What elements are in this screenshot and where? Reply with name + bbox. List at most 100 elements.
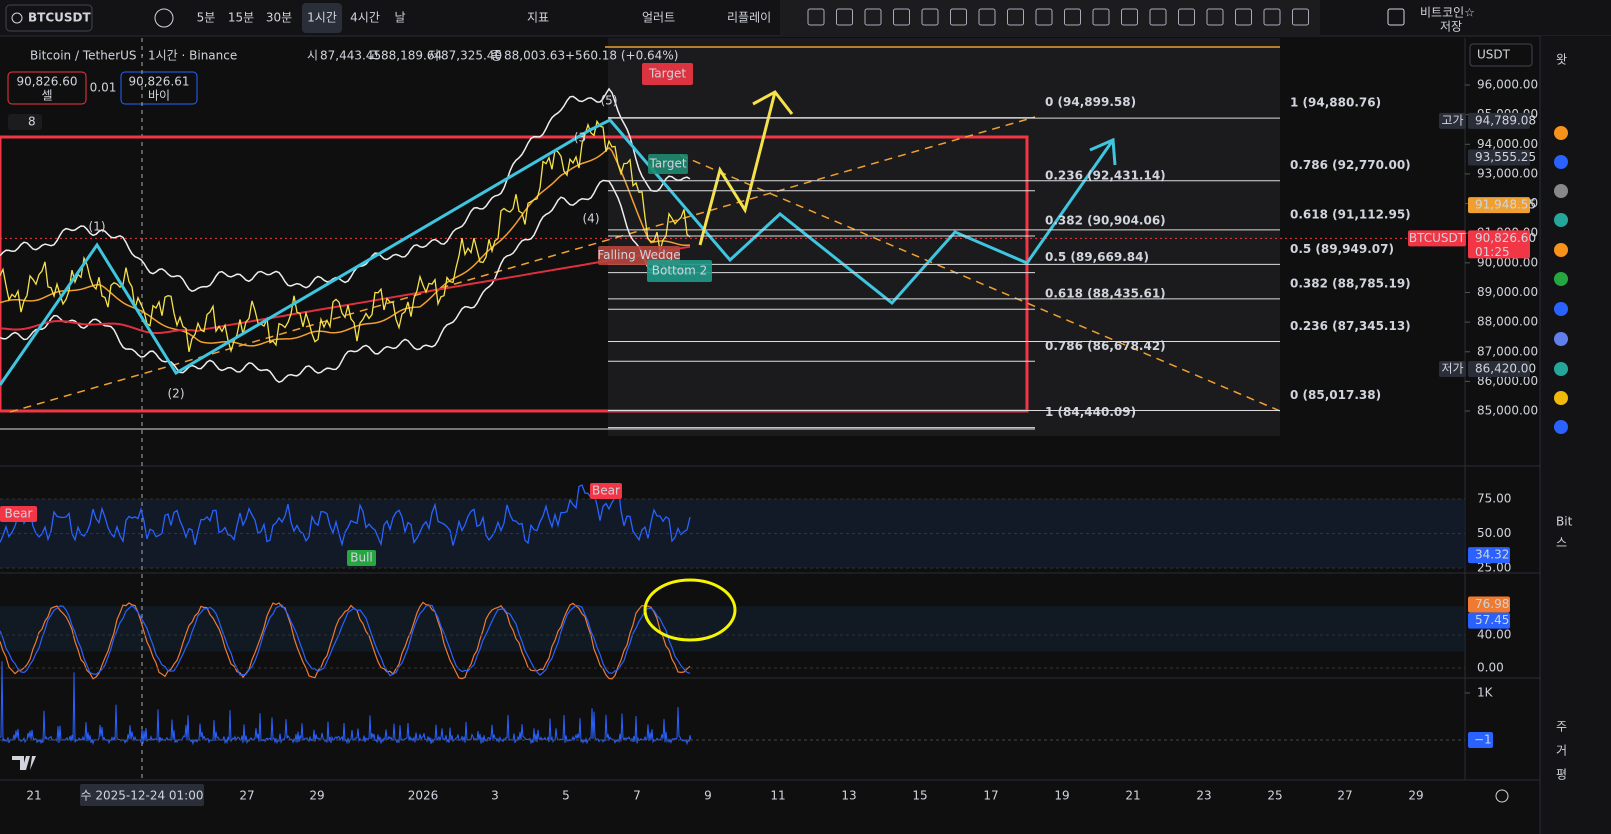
- ohlc-value: 88,189.64: [381, 49, 442, 63]
- time-label: 11: [770, 789, 785, 803]
- time-label: 19: [1054, 789, 1069, 803]
- time-label: 25: [1267, 789, 1282, 803]
- ohlc-label: 저: [428, 49, 439, 63]
- drawing-toolbar: [780, 0, 1320, 36]
- time-label: 21: [26, 789, 41, 803]
- volume-line: [0, 661, 692, 746]
- watchlist-icon[interactable]: [1554, 332, 1568, 346]
- fib-label: 0 (85,017.38): [1290, 388, 1381, 402]
- stoch-band: [0, 606, 1465, 652]
- watchlist-icon[interactable]: [1554, 213, 1568, 227]
- layout-name[interactable]: 비트코인☆: [1420, 6, 1475, 20]
- interval[interactable]: 15분: [228, 11, 254, 25]
- watchlist-icon[interactable]: [1554, 126, 1568, 140]
- signal-box: [347, 550, 376, 566]
- fib-label: 0.786 (92,770.00): [1290, 158, 1411, 172]
- chart-title: Bitcoin / TetherUS · 1시간 · Binance: [30, 49, 237, 63]
- currency[interactable]: USDT: [1477, 48, 1511, 62]
- interval[interactable]: 4시간: [350, 11, 380, 25]
- sidebar-text: 평: [1556, 768, 1567, 782]
- fib-label: 0.236 (87,345.13): [1290, 319, 1411, 333]
- fib-zone: [608, 38, 1280, 436]
- price-badge: [1468, 197, 1530, 214]
- interval[interactable]: 1시간: [307, 11, 337, 25]
- symbol-box: [5, 4, 93, 32]
- time-label: 21: [1125, 789, 1140, 803]
- rsi-tick-label: 75.00: [1477, 492, 1511, 506]
- ohlc-label: 종: [491, 49, 502, 63]
- time-label: 27: [1337, 789, 1352, 803]
- fib-label: 0.382 (90,904.06): [1045, 214, 1166, 228]
- sell-label: 셀: [41, 89, 52, 103]
- drawing-tool: [807, 8, 825, 26]
- arrow-head: [1089, 137, 1117, 166]
- signal-box: [0, 506, 37, 522]
- watchlist-icon[interactable]: [1554, 272, 1568, 286]
- price-badge-label: 94,789.08: [1475, 113, 1536, 127]
- annotation: Falling Wedge: [597, 248, 680, 262]
- stoch-badge: [1468, 596, 1510, 613]
- price-tick-label: 94,000.00: [1477, 137, 1538, 151]
- price-line-series: [0, 119, 691, 354]
- watchlist-icon[interactable]: [1554, 362, 1568, 376]
- ohlc-value: 88,003.63: [504, 49, 565, 63]
- fib-label: 0.5 (89,949.07): [1290, 242, 1394, 256]
- sidebar: [1540, 36, 1611, 834]
- annotation: Target: [648, 157, 686, 171]
- wave-zigzag: [0, 118, 1115, 386]
- interval[interactable]: 날: [394, 11, 405, 25]
- price-badge: [1468, 360, 1530, 377]
- buy-price: 90,826.61: [128, 75, 189, 89]
- price-badge-tag: [1408, 230, 1466, 247]
- price-tick-label: 90,000.00: [1477, 255, 1538, 269]
- tv-logo: [12, 756, 36, 770]
- watchlist-icon[interactable]: [1554, 243, 1568, 257]
- stoch-k: [0, 601, 691, 680]
- rsi-badge-label: 34.32: [1475, 548, 1509, 562]
- countdown: 01:25: [1475, 245, 1510, 259]
- fib-label: 0.382 (88,785.19): [1290, 276, 1411, 290]
- annotation-box: [642, 63, 693, 85]
- fib-label: 1 (84,440.09): [1045, 405, 1136, 419]
- time-label: 17: [983, 789, 998, 803]
- replay-button[interactable]: 리플레이: [727, 11, 771, 25]
- drawing-tool: [1007, 8, 1024, 26]
- settings-button[interactable]: [1495, 789, 1509, 803]
- watchlist-icon[interactable]: [1554, 184, 1568, 198]
- price-badge-label: 93,555.25: [1475, 150, 1536, 164]
- volume-badge-label: −1: [1474, 733, 1492, 747]
- stoch-badge: [1468, 612, 1510, 629]
- drawing-tool: [950, 8, 967, 26]
- price-badge-tag: [1439, 360, 1466, 377]
- price-badge-tag-text: 고가: [1441, 113, 1463, 127]
- interval[interactable]: 5분: [197, 11, 216, 25]
- wave-label: (3: [574, 131, 586, 145]
- indicators-button[interactable]: 지표: [527, 11, 549, 25]
- price-tick-label: 87,000.00: [1477, 344, 1538, 358]
- sidebar-text: 스: [1556, 536, 1567, 550]
- wave-label: (2): [168, 387, 185, 401]
- annotation-box: [647, 260, 712, 282]
- signal-box: [590, 483, 622, 499]
- price-badge-label: 90,826.60: [1475, 231, 1536, 245]
- price-badge: [1468, 230, 1530, 259]
- watchlist-icon[interactable]: [1554, 391, 1568, 405]
- rsi-badge: [1468, 547, 1510, 564]
- watchlist-icon[interactable]: [1554, 420, 1568, 434]
- add-symbol-button[interactable]: [154, 8, 174, 28]
- watchlist-icon[interactable]: [1554, 302, 1568, 316]
- drawing-tool: [1292, 8, 1309, 26]
- symbol[interactable]: BTCUSDT: [28, 11, 91, 25]
- alerts-button[interactable]: 얼러트: [642, 11, 675, 25]
- drawing-tool: [1121, 8, 1138, 26]
- drawing-tool: [1064, 8, 1081, 26]
- annotation-box: [648, 154, 688, 174]
- price-tick-label: 85,000.00: [1477, 404, 1538, 418]
- sidebar-text: 주: [1556, 720, 1567, 734]
- interval[interactable]: 30분: [266, 11, 292, 25]
- sidebar-text: 왓: [1556, 53, 1567, 67]
- time-label: 7: [633, 789, 641, 803]
- price-tick-label: 89,000.00: [1477, 285, 1538, 299]
- watchlist-icon[interactable]: [1554, 155, 1568, 169]
- drawing-tool: [836, 8, 853, 26]
